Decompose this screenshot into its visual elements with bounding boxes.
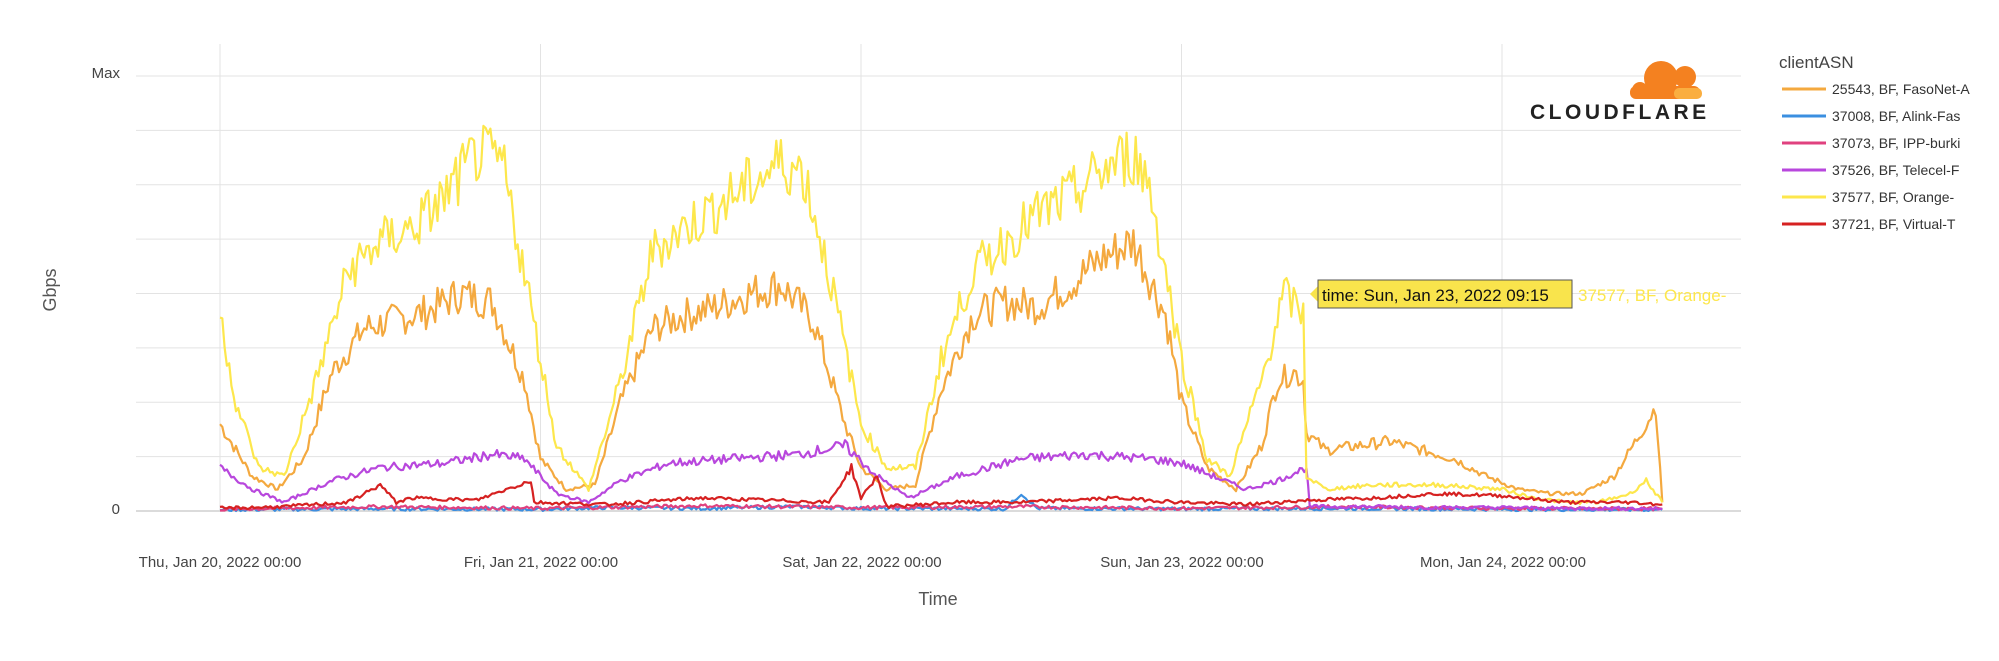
y-axis-title: Gbps [40, 268, 60, 311]
y-tick-label-max: Max [92, 65, 121, 82]
x-tick-label-jan24: Mon, Jan 24, 2022 00:00 [1420, 554, 1586, 571]
series-lines [219, 124, 1664, 513]
x-tick-label-jan23: Sun, Jan 23, 2022 00:00 [1100, 554, 1263, 571]
x-tick-label-jan21: Fri, Jan 21, 2022 00:00 [464, 554, 618, 571]
x-tick-label-jan22: Sat, Jan 22, 2022 00:00 [782, 554, 941, 571]
brand-wordmark: CLOUDFLARE [1530, 101, 1710, 124]
chart-grid [136, 44, 1741, 512]
legend-label: 37577, BF, Orange- [1832, 189, 1955, 205]
series-line-1 [219, 229, 1664, 503]
series-line-5 [219, 124, 1664, 506]
x-tick-label-jan20: Thu, Jan 20, 2022 00:00 [139, 554, 302, 571]
cloudflare-logo: CLOUDFLARE [1530, 61, 1710, 124]
x-axis-title: Time [918, 589, 957, 609]
tooltip-series-label: 37577, BF, Orange- [1578, 286, 1726, 305]
legend-label: 37721, BF, Virtual-T [1832, 216, 1956, 232]
x-axis-ticks: Thu, Jan 20, 2022 00:00 Fri, Jan 21, 202… [139, 554, 1586, 571]
tooltip-time-label: time: Sun, Jan 23, 2022 09:15 [1322, 286, 1549, 305]
series-line-4 [219, 439, 1663, 512]
legend-label: 37008, BF, Alink-Fas [1832, 108, 1960, 124]
hover-tooltip: time: Sun, Jan 23, 2022 09:15 37577, BF,… [1310, 279, 1726, 309]
y-axis-ticks: Max 0 [92, 65, 121, 518]
legend-title: clientASN [1779, 53, 1854, 72]
legend-label: 25543, BF, FasoNet-A [1832, 81, 1970, 97]
legend-label: 37073, BF, IPP-burki [1832, 135, 1960, 151]
series-line-6 [219, 463, 1663, 511]
cloud-icon [1630, 61, 1702, 99]
y-tick-label-zero: 0 [112, 501, 120, 518]
series-line-3 [219, 503, 1663, 512]
chart-legend: clientASN 25543, BF, FasoNet-A 37008, BF,… [1779, 53, 1970, 232]
legend-label: 37526, BF, Telecel-F [1832, 162, 1959, 178]
